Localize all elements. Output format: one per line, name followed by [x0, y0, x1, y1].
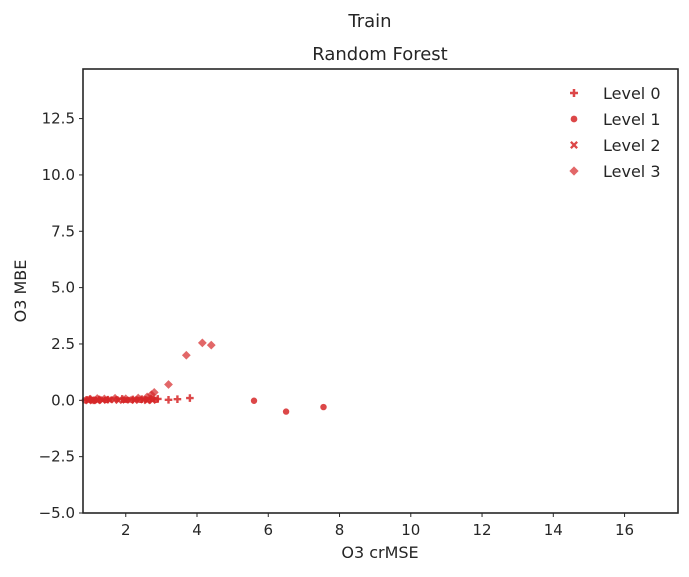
- y-tick-label: 12.5: [42, 110, 75, 128]
- data-point: [282, 408, 290, 415]
- legend-marker: [570, 115, 578, 123]
- y-tick-label: 7.5: [51, 222, 75, 240]
- series-level-3: [85, 338, 216, 404]
- y-tick-label: −2.5: [39, 448, 75, 466]
- data-points: [81, 338, 327, 415]
- x-axis-label: O3 crMSE: [341, 543, 418, 562]
- legend-label: Level 3: [603, 162, 661, 181]
- data-point: [147, 390, 156, 400]
- legend-marker: [570, 89, 578, 97]
- legend: Level 0 Level 1 Level 2 Level 3: [569, 84, 661, 181]
- x-tick-label: 10: [401, 521, 420, 539]
- data-point: [206, 340, 216, 350]
- chart-title: Random Forest: [312, 44, 447, 65]
- data-point: [110, 393, 120, 403]
- data-point: [92, 394, 102, 403]
- legend-label: Level 2: [603, 136, 661, 155]
- data-point: [197, 338, 207, 348]
- x-tick-label: 8: [335, 521, 345, 539]
- data-point: [133, 393, 143, 403]
- data-point: [149, 388, 159, 397]
- legend-item: Level 2: [570, 136, 661, 155]
- plot-area-frame: [82, 68, 679, 514]
- y-tick-label: −5.0: [39, 504, 75, 522]
- y-tick-label: 0.0: [51, 391, 75, 409]
- x-tick-label: 12: [472, 521, 491, 539]
- data-point: [121, 394, 131, 404]
- data-point: [99, 394, 109, 404]
- data-point: [164, 396, 173, 404]
- x-tick-label: 16: [615, 521, 634, 539]
- data-point: [85, 394, 95, 404]
- legend-label: Level 0: [603, 84, 661, 103]
- data-point: [181, 350, 191, 360]
- data-point: [186, 394, 194, 402]
- data-point: [320, 403, 327, 411]
- y-tick-label: 10.0: [42, 166, 75, 184]
- legend-marker: [570, 141, 578, 149]
- legend-item: Level 1: [570, 110, 661, 129]
- x-tick-label: 4: [192, 521, 202, 539]
- y-axis-label: O3 MBE: [11, 260, 30, 323]
- y-tick-label: 5.0: [51, 279, 75, 297]
- legend-item: Level 3: [569, 162, 661, 181]
- data-point: [173, 395, 182, 403]
- x-tick-label: 2: [121, 521, 131, 539]
- legend-item: Level 0: [570, 84, 661, 103]
- data-point: [164, 380, 173, 389]
- x-tick-label: 14: [544, 521, 563, 539]
- axis-ticks: 2 4 6 8 10 12 14 16 −5.0 −2.5 0.0 2.5 5.0 7.5 10.0 12.5: [39, 110, 635, 539]
- y-tick-label: 2.5: [51, 335, 75, 353]
- legend-marker: [569, 166, 579, 176]
- data-point: [250, 397, 258, 404]
- data-point: [148, 396, 157, 405]
- x-tick-label: 6: [263, 521, 273, 539]
- figure-suptitle: Train: [347, 11, 391, 32]
- legend-label: Level 1: [603, 110, 661, 129]
